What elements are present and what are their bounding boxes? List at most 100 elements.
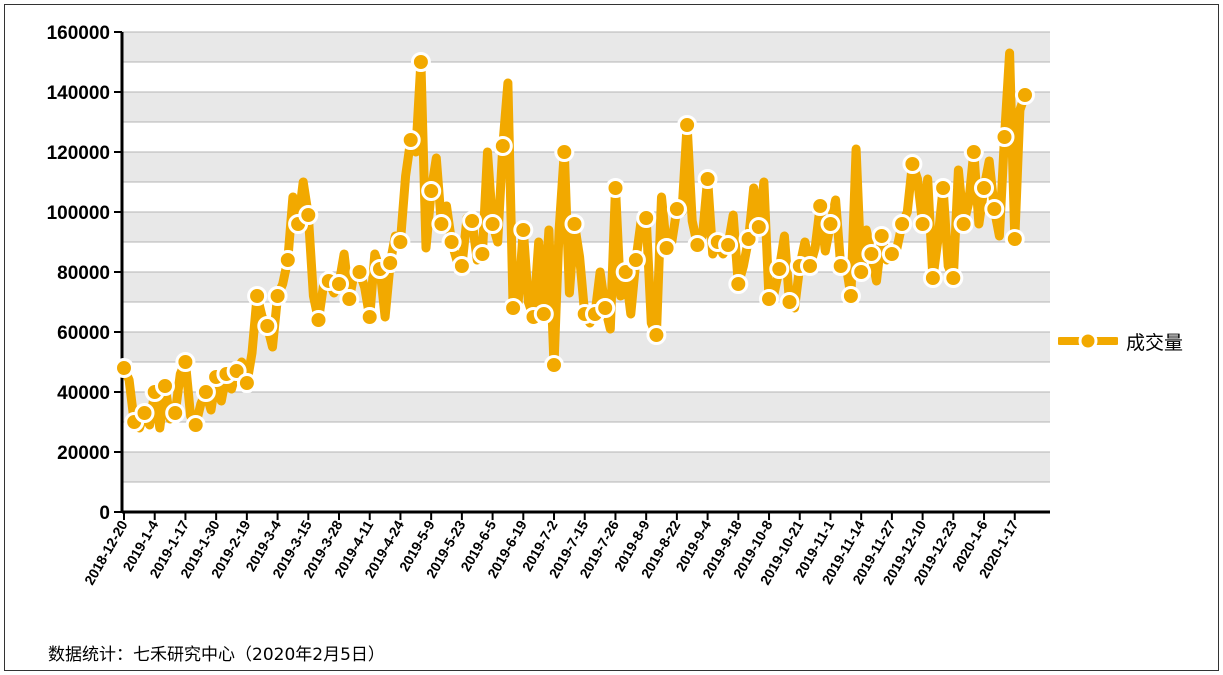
data-point	[155, 376, 175, 396]
data-point	[892, 214, 913, 234]
data-point	[646, 325, 667, 345]
data-point	[697, 169, 718, 189]
data-point	[503, 298, 524, 318]
data-point	[1004, 229, 1025, 249]
y-tick-label: 140000	[47, 83, 110, 104]
data-point	[462, 211, 483, 231]
data-point	[134, 403, 155, 423]
markers-layer	[114, 52, 1035, 435]
data-point	[513, 220, 534, 240]
data-point	[165, 403, 186, 423]
data-point	[1015, 85, 1035, 105]
data-point	[400, 130, 421, 150]
plot-band	[122, 332, 1050, 362]
x-axis-ticks: 2018-12-202019-1-42019-1-172019-1-302019…	[81, 512, 1021, 588]
data-point	[421, 181, 442, 201]
data-point	[472, 244, 493, 264]
data-point	[718, 235, 739, 255]
data-point	[544, 355, 564, 375]
data-point	[380, 253, 401, 273]
data-point	[625, 250, 646, 270]
data-point	[410, 52, 431, 72]
data-point	[390, 232, 411, 252]
data-point	[687, 235, 708, 255]
data-point	[953, 214, 974, 234]
data-point	[329, 274, 349, 294]
data-point	[298, 205, 319, 225]
y-axis-ticks: 0 20000 40000 60000 80000 100000 120000 140000 1…	[47, 23, 122, 524]
data-point	[195, 382, 216, 402]
plot-background	[122, 32, 1050, 482]
data-point	[431, 214, 452, 234]
data-point	[339, 289, 360, 309]
data-point	[933, 178, 954, 198]
data-point	[359, 307, 380, 327]
data-point	[830, 256, 851, 276]
y-tick-label: 100000	[47, 203, 110, 224]
data-point	[912, 214, 933, 234]
data-point	[974, 178, 994, 198]
x-tick-label: 2018-12-20	[81, 517, 131, 587]
legend: 成交量	[1058, 326, 1183, 356]
data-point	[779, 292, 800, 312]
legend-label: 成交量	[1126, 331, 1184, 354]
data-point	[441, 232, 462, 252]
data-point	[185, 415, 206, 435]
data-point	[492, 136, 513, 156]
data-point	[308, 310, 329, 330]
data-point	[943, 268, 964, 288]
plot-band	[122, 152, 1050, 182]
y-tick-label: 120000	[47, 143, 110, 164]
data-point	[564, 214, 585, 234]
data-point	[666, 199, 687, 219]
data-point	[175, 352, 196, 372]
data-point	[451, 256, 472, 276]
data-point	[728, 274, 749, 294]
data-point	[677, 115, 698, 135]
data-point	[769, 259, 790, 279]
data-point	[994, 127, 1015, 147]
data-point	[349, 262, 370, 282]
data-point	[881, 244, 902, 264]
data-point	[800, 256, 820, 276]
data-point	[257, 316, 278, 336]
y-tick-label: 20000	[57, 443, 110, 464]
data-point	[963, 142, 984, 162]
source-note: 数据统计：七禾研究中心（2020年2月5日）	[48, 645, 385, 665]
data-point	[605, 178, 626, 198]
data-point	[871, 226, 892, 246]
data-point	[902, 154, 923, 174]
legend-swatch-icon	[1058, 331, 1118, 351]
data-point	[748, 217, 769, 237]
data-point	[922, 268, 943, 288]
plot-band	[122, 452, 1050, 482]
data-point	[861, 244, 882, 264]
data-point	[482, 214, 503, 234]
data-point	[236, 373, 257, 393]
data-point	[247, 286, 268, 306]
gridlines	[122, 31, 1050, 483]
data-point	[114, 358, 134, 378]
data-point	[851, 262, 872, 282]
data-point	[533, 304, 554, 324]
y-tick-label: 40000	[57, 383, 110, 404]
data-point	[759, 289, 779, 309]
y-tick-label: 80000	[57, 263, 110, 284]
data-point	[277, 250, 298, 270]
y-tick-label: 0	[99, 503, 110, 524]
data-point	[636, 208, 657, 228]
plot-band	[122, 32, 1050, 62]
data-point	[840, 286, 861, 306]
data-point	[984, 199, 1005, 219]
data-point	[554, 142, 575, 162]
plot-band	[122, 392, 1050, 422]
y-tick-label: 60000	[57, 323, 110, 344]
data-point	[810, 196, 831, 216]
data-point	[267, 286, 288, 306]
y-tick-label: 160000	[47, 23, 110, 44]
plot-band	[122, 92, 1050, 122]
data-point	[656, 238, 677, 258]
data-point	[595, 298, 616, 318]
data-point	[820, 214, 841, 234]
